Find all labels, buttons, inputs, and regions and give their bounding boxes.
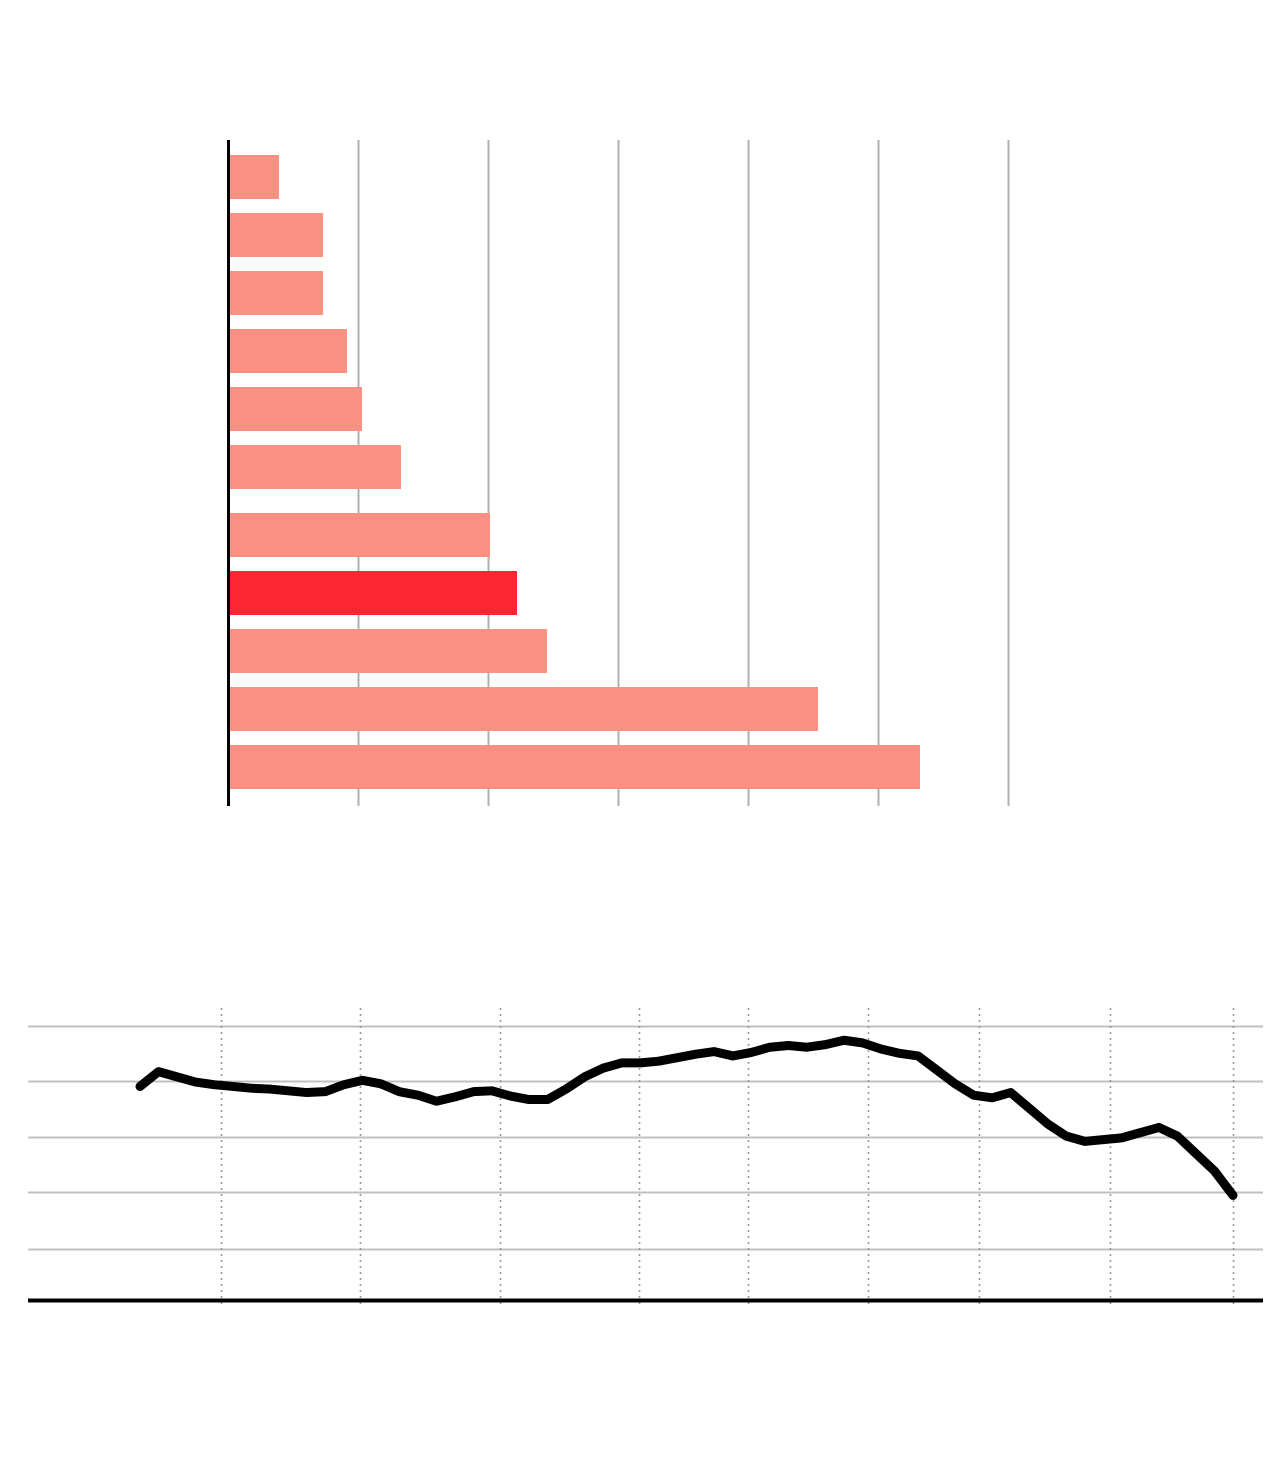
bar (228, 213, 323, 257)
bar (228, 155, 279, 199)
bar (228, 513, 490, 557)
line-chart-panel (0, 900, 1280, 1472)
bar (228, 445, 401, 489)
bar (228, 745, 920, 789)
bar (228, 329, 347, 373)
bar-chart-svg (227, 140, 1010, 806)
line-series-path (135, 1035, 1238, 1200)
bar (228, 387, 362, 431)
line-chart-svg (28, 1008, 1263, 1306)
bar (228, 629, 547, 673)
bar (228, 271, 323, 315)
bar (228, 687, 818, 731)
bar-chart-panel (227, 140, 1010, 806)
bar-highlighted (228, 571, 517, 615)
